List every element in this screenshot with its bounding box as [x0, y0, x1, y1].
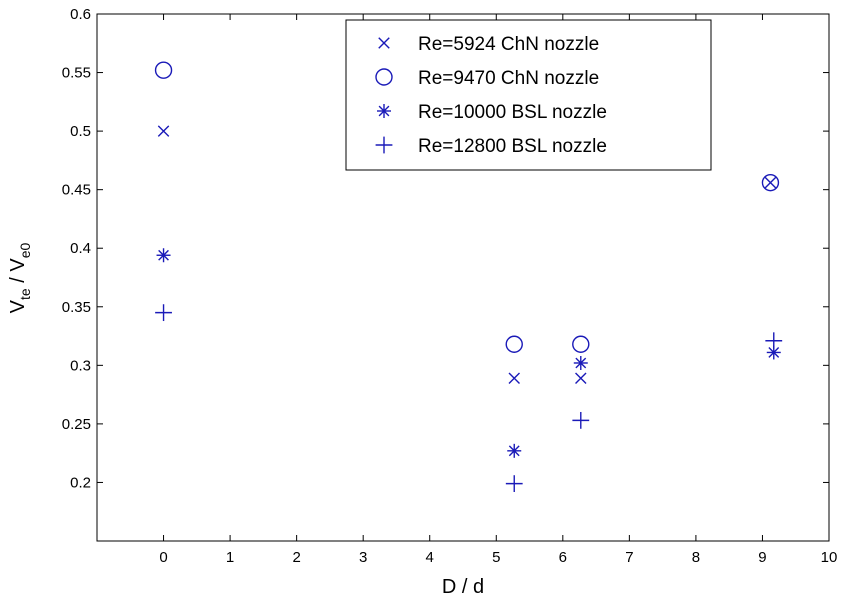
x-tick-label: 0: [159, 549, 167, 566]
legend-x-marker: [378, 37, 390, 49]
data-point-x-marker: [508, 372, 520, 384]
data-point-asterisk-marker: [573, 355, 588, 370]
legend-asterisk-marker: [377, 104, 391, 118]
y-axis-title-sep: / V: [7, 258, 29, 289]
data-point-plus-marker: [765, 332, 783, 350]
x-tick-label: 8: [692, 549, 700, 566]
y-tick-label: 0.4: [70, 240, 91, 257]
x-tick-label: 4: [426, 549, 434, 566]
data-point-circle-marker: [572, 335, 590, 353]
legend-markers: [375, 37, 393, 154]
x-tick-label: 6: [559, 549, 567, 566]
legend-label-re10000: Re=10000 BSL nozzle: [418, 102, 607, 123]
data-point-circle-marker: [154, 61, 173, 79]
y-tick-label: 0.25: [62, 416, 91, 433]
y-tick-label: 0.6: [70, 6, 91, 23]
x-tick-label: 1: [226, 549, 234, 566]
legend-label-re9470: Re=9470 ChN nozzle: [418, 68, 599, 89]
data-point-circle-marker: [761, 173, 780, 192]
axes: 0 1 2 3 4 5 6 7 8 9 10 0.2 0.25 0.3 0.35 0.4 0.45 0.5 0.55…: [62, 6, 838, 566]
legend-circle-marker: [375, 68, 393, 86]
data-point-plus-marker: [572, 411, 590, 429]
data-point-plus-marker: [505, 475, 523, 493]
x-tick-label: 9: [758, 549, 766, 566]
data-point-x-marker: [157, 125, 170, 137]
x-tick-label: 7: [625, 549, 633, 566]
y-axis-title-sub2: e0: [17, 242, 33, 258]
x-tick-label: 10: [821, 549, 838, 566]
y-tick-label: 0.35: [62, 299, 91, 316]
data-point-plus-marker: [155, 304, 172, 322]
y-tick-label: 0.3: [70, 357, 91, 374]
data-marks: [154, 61, 783, 493]
y-tick-label: 0.55: [62, 65, 91, 82]
legend: Re=5924 ChN nozzle Re=9470 ChN nozzle Re…: [345, 19, 712, 171]
legend-label-re5924: Re=5924 ChN nozzle: [418, 34, 599, 55]
data-point-circle-marker: [505, 335, 523, 353]
y-tick-label: 0.5: [70, 123, 91, 140]
y-tick-label: 0.2: [70, 474, 91, 491]
x-tick-label: 5: [492, 549, 500, 566]
data-point-x-marker: [764, 176, 777, 189]
legend-label-re12800: Re=12800 BSL nozzle: [418, 136, 607, 157]
legend-plus-marker: [375, 136, 393, 154]
y-axis-title: Vte / Ve0: [7, 242, 33, 313]
y-tick-label: 0.45: [62, 182, 91, 199]
y-axis-title-main: V: [7, 299, 29, 313]
x-tick-label: 2: [292, 549, 300, 566]
data-point-x-marker: [575, 372, 587, 384]
x-tick-label: 3: [359, 549, 367, 566]
data-point-asterisk-marker: [507, 443, 522, 458]
x-axis-title: D / d: [442, 576, 484, 598]
data-point-asterisk-marker: [156, 248, 171, 263]
legend-box: [345, 19, 712, 171]
y-axis-title-sub1: te: [17, 288, 33, 300]
